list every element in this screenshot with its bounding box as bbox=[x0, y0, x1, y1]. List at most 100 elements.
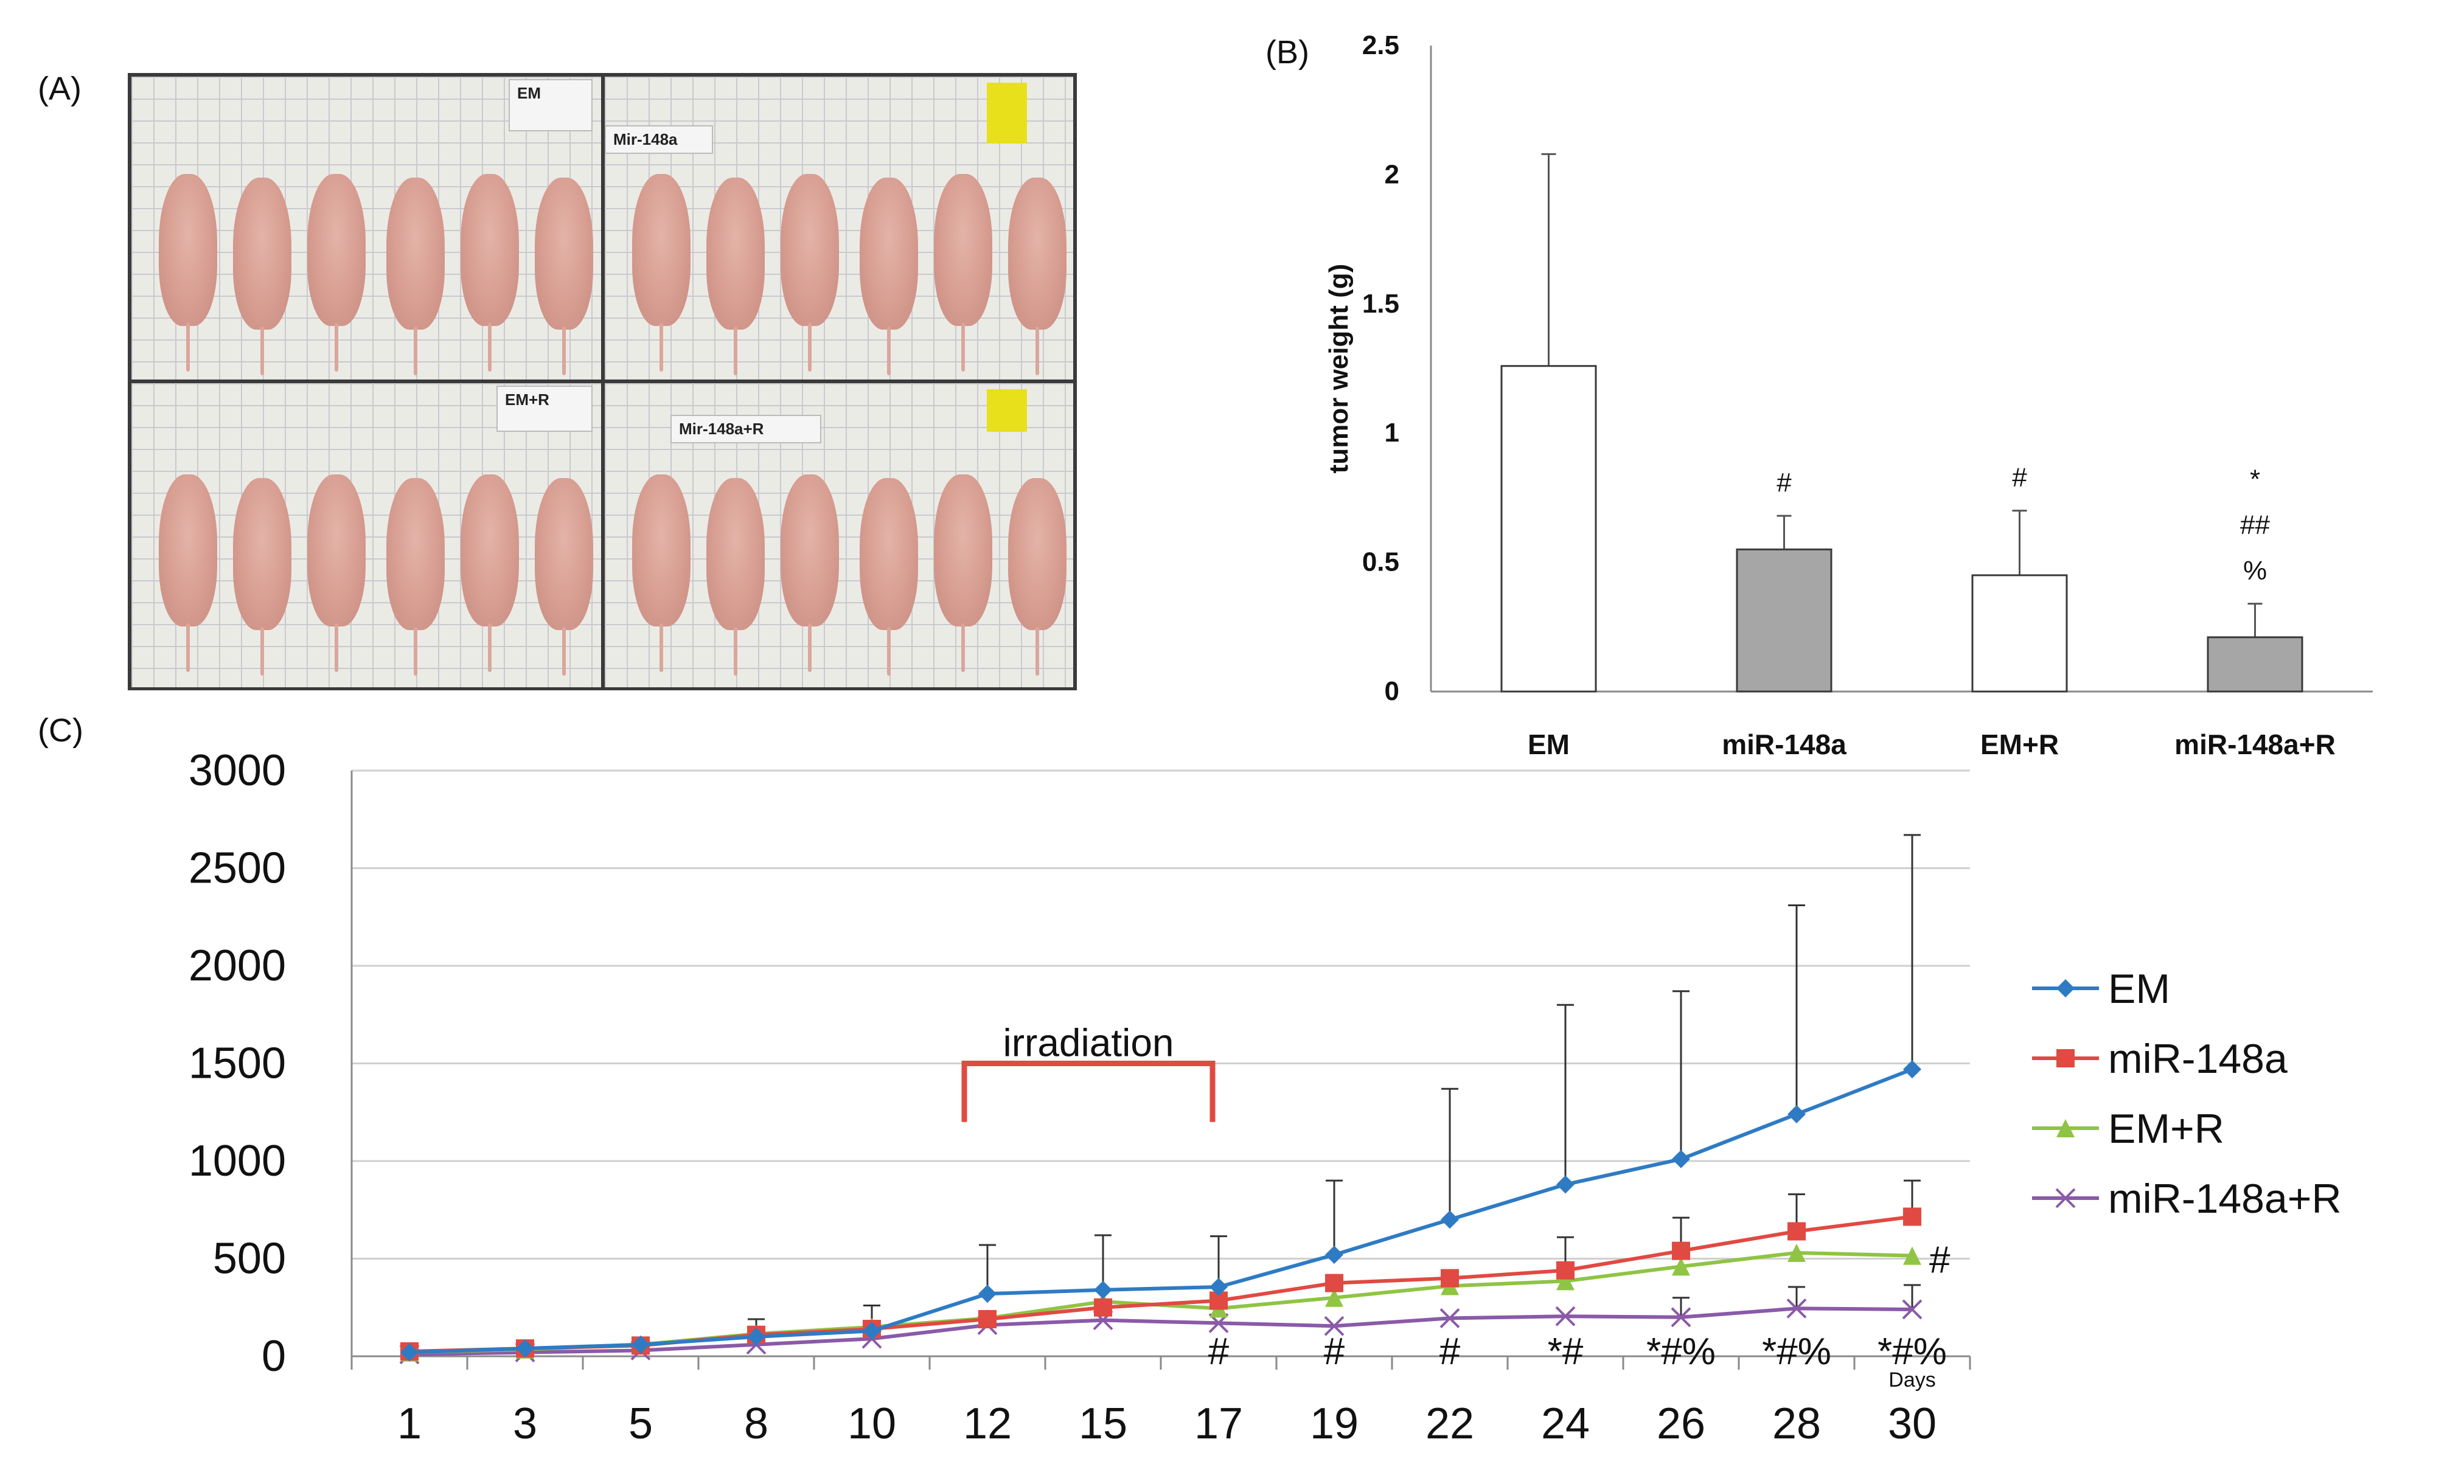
data-point bbox=[977, 1315, 998, 1336]
data-point bbox=[399, 1344, 420, 1365]
data-point bbox=[630, 1340, 651, 1361]
data-point bbox=[630, 1340, 651, 1361]
mouse-tail bbox=[1035, 627, 1039, 676]
data-point bbox=[515, 1342, 535, 1362]
y-tick-label: 2000 bbox=[189, 941, 286, 990]
irradiation-bracket bbox=[961, 1061, 1216, 1122]
mouse-tail bbox=[808, 323, 812, 372]
data-point bbox=[2055, 1188, 2076, 1208]
data-point bbox=[1094, 1292, 1112, 1311]
y-tick-label: 2.5 bbox=[1362, 30, 1399, 60]
significance-marker: ## bbox=[2240, 510, 2270, 540]
significance-marker: # bbox=[1439, 1331, 1461, 1373]
data-point bbox=[1902, 1299, 1923, 1320]
data-point bbox=[1324, 1316, 1345, 1336]
legend-label: miR-148a+R bbox=[2108, 1176, 2342, 1222]
data-point bbox=[978, 1309, 997, 1328]
significance-marker: *# bbox=[1548, 1331, 1584, 1373]
mouse-figure bbox=[461, 174, 519, 326]
data-point bbox=[400, 1343, 419, 1362]
data-point bbox=[863, 1317, 881, 1336]
panel-label-b: (B) bbox=[1265, 34, 1309, 71]
mouse-tail bbox=[260, 627, 264, 676]
data-point bbox=[746, 1334, 767, 1355]
mouse-tail bbox=[887, 327, 891, 375]
significance-marker: # bbox=[1777, 468, 1792, 498]
mouse-tail bbox=[660, 323, 663, 372]
data-point bbox=[400, 1342, 419, 1361]
y-tick-label: 0 bbox=[262, 1332, 286, 1381]
data-point bbox=[516, 1339, 534, 1358]
y-axis-title: tumor weight (g) bbox=[1324, 264, 1354, 474]
data-point bbox=[863, 1322, 881, 1340]
data-point bbox=[2056, 1049, 2075, 1067]
data-point bbox=[1786, 1298, 1807, 1319]
data-point bbox=[1556, 1175, 1575, 1194]
mouse-tail bbox=[1035, 327, 1039, 375]
x-tick-label: 26 bbox=[1657, 1399, 1705, 1448]
data-point bbox=[1902, 1299, 1923, 1320]
data-point bbox=[632, 1335, 650, 1354]
mouse-figure bbox=[386, 178, 445, 330]
x-tick-label: 22 bbox=[1425, 1399, 1474, 1448]
significance-marker: *#% bbox=[1762, 1331, 1831, 1373]
yellow-tag bbox=[987, 83, 1027, 144]
data-point bbox=[1209, 1278, 1228, 1297]
data-point bbox=[1325, 1274, 1343, 1292]
significance-marker: *#% bbox=[1646, 1331, 1716, 1373]
data-point bbox=[1903, 1060, 1921, 1079]
x-tick-label: miR-148a bbox=[1722, 729, 1846, 760]
photo-label-mir148a: Mir-148a bbox=[605, 125, 713, 154]
mouse-tail bbox=[335, 323, 338, 372]
data-point bbox=[1555, 1306, 1576, 1326]
mouse-figure bbox=[934, 474, 992, 626]
data-point bbox=[1555, 1306, 1576, 1326]
significance-marker: * bbox=[2250, 465, 2260, 494]
data-point bbox=[1324, 1316, 1345, 1336]
mouse-figure bbox=[1008, 178, 1067, 330]
data-point bbox=[1787, 1222, 1806, 1241]
data-point bbox=[516, 1340, 534, 1359]
data-point bbox=[1671, 1307, 1691, 1328]
significance-marker: # bbox=[1208, 1331, 1230, 1373]
mouse-tail bbox=[186, 323, 190, 372]
significance-marker: *#% bbox=[1878, 1331, 1947, 1373]
x-tick-label: miR-148a+R bbox=[2174, 729, 2336, 760]
data-point bbox=[1441, 1277, 1459, 1295]
photo-quadrant-em: EM bbox=[131, 77, 601, 380]
mouse-figure bbox=[706, 478, 765, 630]
significance-marker: % bbox=[2243, 556, 2267, 586]
mouse-figure bbox=[307, 474, 366, 626]
x-axis-title: Days bbox=[1888, 1368, 1935, 1392]
mouse-figure bbox=[781, 174, 839, 326]
data-point bbox=[1786, 1298, 1807, 1319]
mouse-tail bbox=[961, 323, 965, 372]
x-tick-label: 12 bbox=[963, 1399, 1012, 1448]
data-point bbox=[978, 1285, 997, 1303]
mouse-photo-panel: EM Mir-148a EM+R Mir-148a+R bbox=[128, 73, 1077, 690]
legend-label: EM+R bbox=[2108, 1106, 2224, 1152]
bar bbox=[1971, 574, 2068, 693]
data-point bbox=[1325, 1288, 1343, 1307]
mouse-tail bbox=[808, 623, 812, 672]
data-point bbox=[2055, 1188, 2076, 1208]
series-line bbox=[409, 1306, 1913, 1356]
mouse-figure bbox=[535, 178, 593, 330]
x-tick-label: 24 bbox=[1541, 1399, 1590, 1448]
x-tick-label: 17 bbox=[1194, 1399, 1243, 1448]
mouse-figure bbox=[386, 478, 445, 630]
data-point bbox=[861, 1328, 882, 1349]
data-point bbox=[861, 1328, 882, 1349]
mouse-tail bbox=[488, 623, 492, 672]
data-point bbox=[1094, 1298, 1112, 1317]
y-tick-label: 1000 bbox=[189, 1137, 286, 1185]
mouse-figure bbox=[860, 178, 918, 330]
mouse-tail bbox=[335, 623, 338, 672]
bar bbox=[1736, 548, 1832, 693]
data-point bbox=[1208, 1313, 1229, 1333]
data-point bbox=[1439, 1308, 1460, 1328]
x-tick-label: 10 bbox=[847, 1399, 896, 1448]
data-point bbox=[1787, 1243, 1806, 1262]
mouse-tail bbox=[562, 627, 566, 676]
y-tick-label: 1.5 bbox=[1362, 289, 1399, 319]
